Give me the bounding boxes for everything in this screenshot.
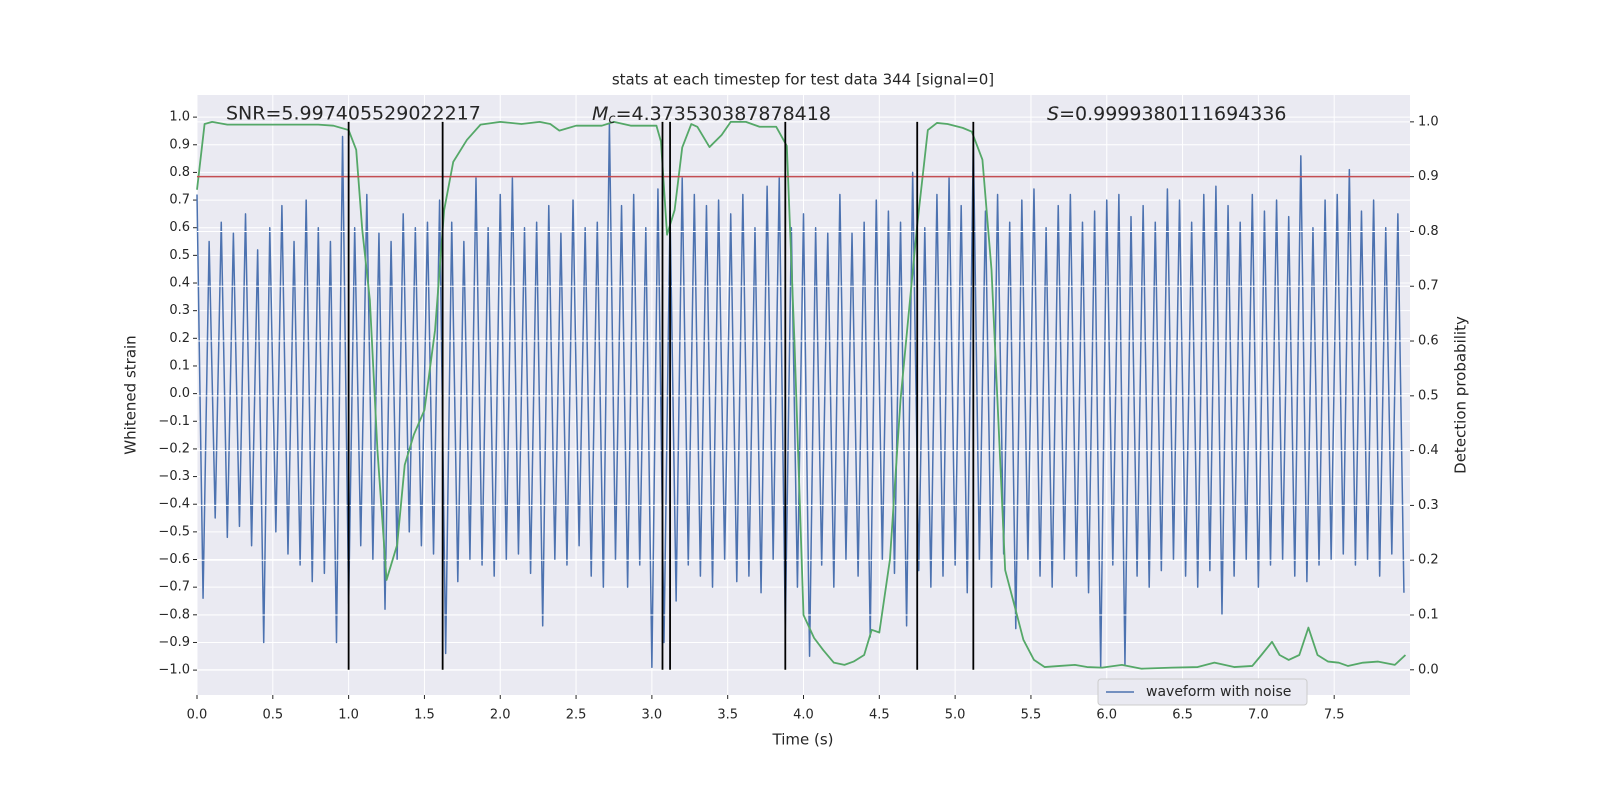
y-tick-label: −0.4 — [158, 497, 190, 512]
legend-label: waveform with noise — [1146, 684, 1291, 700]
annotation-subscript: c — [608, 112, 615, 127]
annotation-value: =0.9999380111694336 — [1059, 103, 1286, 125]
annotation-symbol: M — [592, 103, 608, 125]
y-tick-label: −0.8 — [158, 607, 190, 622]
x-tick-label: 2.5 — [566, 708, 587, 723]
y2-tick-label: 0.9 — [1418, 169, 1439, 184]
x-tick-label: 4.0 — [793, 708, 814, 723]
y2-tick-label: 0.3 — [1418, 498, 1439, 513]
x-tick-label: 0.0 — [187, 708, 208, 723]
legend: waveform with noise — [1097, 678, 1308, 706]
waveform-line — [196, 121, 1405, 669]
annotation-value: =4.373530387878418 — [616, 103, 831, 125]
x-tick-label: 7.5 — [1324, 708, 1345, 723]
y2-axis-label: Detection probability — [1452, 316, 1470, 474]
annotation-symbol: S — [1047, 103, 1059, 125]
x-tick-label: 5.0 — [945, 708, 966, 723]
y-tick-label: −0.7 — [158, 580, 190, 595]
x-tick-label: 4.5 — [869, 708, 890, 723]
y-tick-label: 0.7 — [169, 193, 190, 208]
y-tick-label: 0.3 — [169, 303, 190, 318]
y2-tick-label: 0.2 — [1418, 553, 1439, 568]
y2-tick-label: 0.0 — [1418, 662, 1439, 677]
y-tick-label: −0.6 — [158, 552, 190, 567]
x-tick-label: 0.5 — [262, 708, 283, 723]
y2-tick-label: 1.0 — [1418, 114, 1439, 129]
y2-tick-label: 0.7 — [1418, 279, 1439, 294]
x-tick-label: 6.5 — [1172, 708, 1193, 723]
y-tick-label: 0.1 — [169, 358, 190, 373]
y-tick-label: 1.0 — [169, 110, 190, 125]
x-tick-label: 3.5 — [717, 708, 738, 723]
y-tick-label: −1.0 — [158, 663, 190, 678]
y-tick-label: 0.5 — [169, 248, 190, 263]
y2-tick-label: 0.4 — [1418, 443, 1439, 458]
y2-tick-label: 0.5 — [1418, 388, 1439, 403]
y-tick-label: 0.4 — [169, 276, 190, 291]
y-axis-label: Whitened strain — [122, 335, 140, 454]
y-tick-label: 0.0 — [169, 386, 190, 401]
y2-tick-label: 0.6 — [1418, 334, 1439, 349]
y-tick-label: −0.2 — [158, 441, 190, 456]
x-tick-label: 2.0 — [490, 708, 511, 723]
chart-title: stats at each timestep for test data 344… — [612, 71, 994, 89]
y-tick-label: −0.3 — [158, 469, 190, 484]
legend-box — [1097, 678, 1308, 706]
x-axis-label: Time (s) — [772, 731, 834, 749]
probability-line — [196, 120, 1407, 670]
annotation: SNR=5.997405529022217 — [226, 103, 481, 125]
y-tick-label: −0.5 — [158, 524, 190, 539]
x-tick-label: 3.0 — [642, 708, 663, 723]
y-tick-label: 0.2 — [169, 331, 190, 346]
y-tick-label: −0.9 — [158, 635, 190, 650]
x-tick-label: 5.5 — [1021, 708, 1042, 723]
y-tick-label: −0.1 — [158, 414, 190, 429]
y-tick-label: 0.6 — [169, 220, 190, 235]
y2-tick-label: 0.1 — [1418, 608, 1439, 623]
annotation: S=0.9999380111694336 — [1047, 103, 1287, 125]
annotation: Mc=4.373530387878418 — [592, 103, 831, 127]
y-tick-label: 0.9 — [169, 137, 190, 152]
x-tick-label: 6.0 — [1096, 708, 1117, 723]
x-tick-label: 7.0 — [1248, 708, 1269, 723]
x-tick-label: 1.5 — [414, 708, 435, 723]
x-tick-label: 1.0 — [338, 708, 359, 723]
y-tick-label: 0.8 — [169, 165, 190, 180]
y2-tick-label: 0.8 — [1418, 224, 1439, 239]
